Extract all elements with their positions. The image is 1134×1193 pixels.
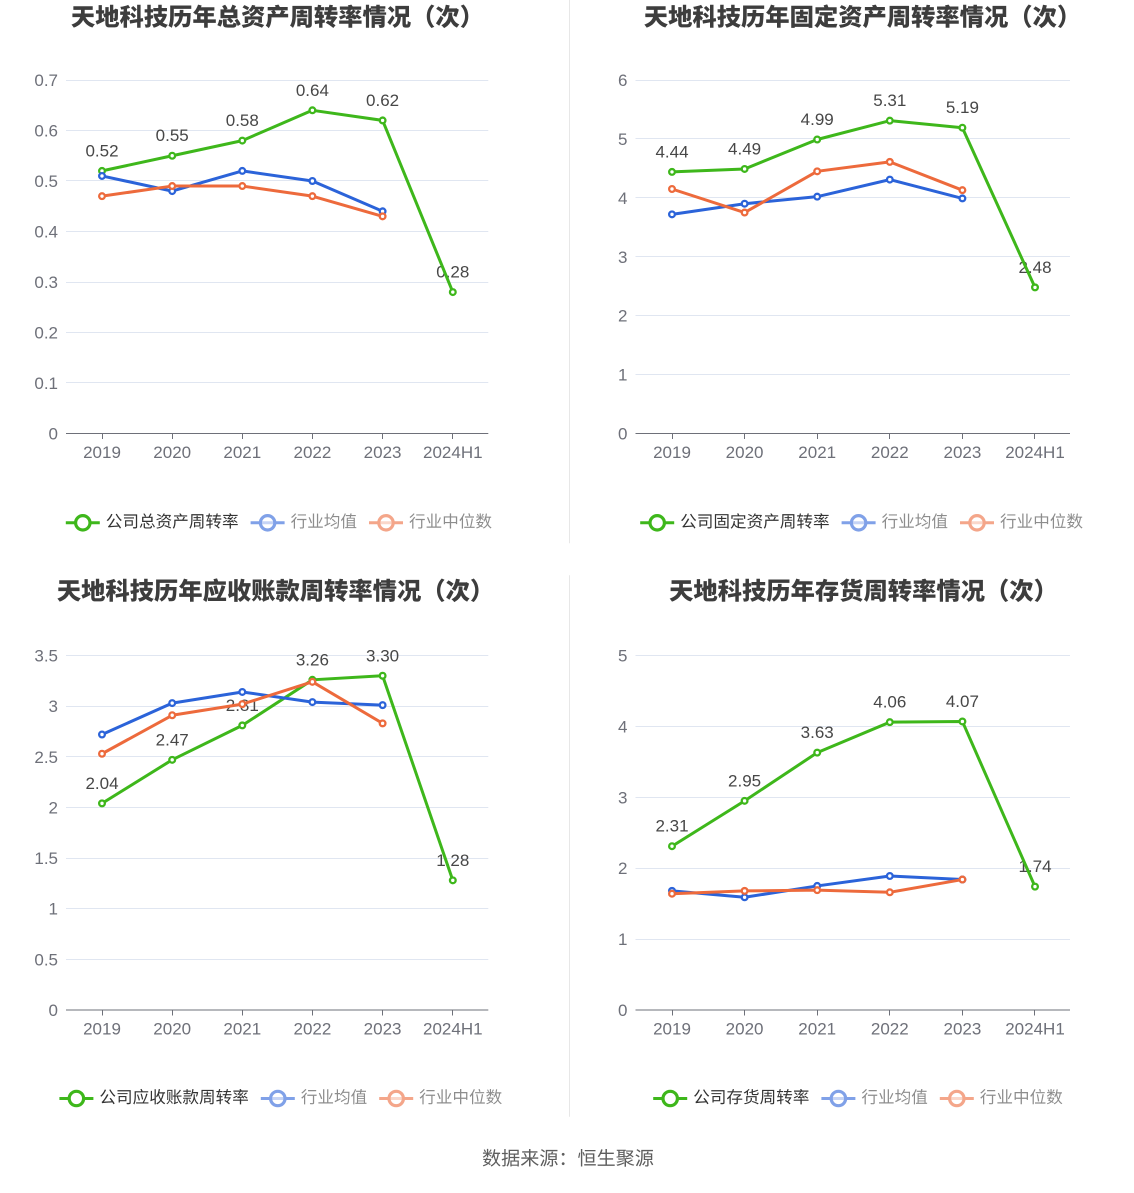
svg-text:3.63: 3.63 xyxy=(801,723,834,742)
svg-text:0.2: 0.2 xyxy=(34,324,58,343)
svg-text:2021: 2021 xyxy=(223,1020,261,1039)
svg-text:0.7: 0.7 xyxy=(34,71,58,90)
svg-text:0.6: 0.6 xyxy=(34,122,58,141)
svg-text:2: 2 xyxy=(618,859,627,878)
svg-text:0.58: 0.58 xyxy=(226,111,259,130)
svg-text:1.28: 1.28 xyxy=(436,851,469,870)
svg-text:0.64: 0.64 xyxy=(296,81,329,100)
svg-text:2019: 2019 xyxy=(83,443,121,462)
svg-text:2020: 2020 xyxy=(726,1020,764,1039)
svg-text:2.31: 2.31 xyxy=(655,817,688,836)
svg-text:2019: 2019 xyxy=(653,1020,691,1039)
svg-text:2020: 2020 xyxy=(153,1020,191,1039)
svg-text:0.4: 0.4 xyxy=(34,223,58,242)
svg-text:2022: 2022 xyxy=(871,443,909,462)
svg-text:3: 3 xyxy=(618,248,627,267)
svg-text:2.04: 2.04 xyxy=(85,774,118,793)
svg-text:2.47: 2.47 xyxy=(156,730,189,749)
svg-text:2019: 2019 xyxy=(83,1020,121,1039)
svg-text:2023: 2023 xyxy=(364,443,402,462)
svg-text:4.07: 4.07 xyxy=(946,692,979,711)
svg-text:2023: 2023 xyxy=(943,443,981,462)
svg-text:4.06: 4.06 xyxy=(873,693,906,712)
svg-text:2021: 2021 xyxy=(223,443,261,462)
svg-text:2: 2 xyxy=(618,307,627,326)
svg-text:1: 1 xyxy=(49,900,58,919)
svg-text:5: 5 xyxy=(618,130,627,149)
svg-text:6: 6 xyxy=(618,71,627,90)
svg-text:2022: 2022 xyxy=(293,443,331,462)
svg-text:2.95: 2.95 xyxy=(728,771,761,790)
svg-text:0.28: 0.28 xyxy=(436,263,469,282)
svg-text:0: 0 xyxy=(618,1001,627,1020)
svg-text:2019: 2019 xyxy=(653,443,691,462)
svg-text:1: 1 xyxy=(618,930,627,949)
svg-text:3.30: 3.30 xyxy=(366,646,399,665)
svg-text:0: 0 xyxy=(49,1001,58,1020)
svg-text:2023: 2023 xyxy=(364,1020,402,1039)
svg-text:0.3: 0.3 xyxy=(34,273,58,292)
svg-text:2023: 2023 xyxy=(943,1020,981,1039)
svg-text:5: 5 xyxy=(618,647,627,666)
svg-text:0.62: 0.62 xyxy=(366,91,399,110)
svg-text:1.5: 1.5 xyxy=(34,849,58,868)
svg-text:0.1: 0.1 xyxy=(34,374,58,393)
svg-text:2024H1: 2024H1 xyxy=(423,1020,483,1039)
svg-text:3: 3 xyxy=(49,697,58,716)
svg-text:2024H1: 2024H1 xyxy=(1005,1020,1065,1039)
svg-text:0: 0 xyxy=(49,425,58,444)
svg-text:0: 0 xyxy=(618,425,627,444)
svg-text:2024H1: 2024H1 xyxy=(423,443,483,462)
svg-text:2022: 2022 xyxy=(871,1020,909,1039)
svg-text:2021: 2021 xyxy=(798,1020,836,1039)
svg-text:0.55: 0.55 xyxy=(156,126,189,145)
svg-text:2.5: 2.5 xyxy=(34,748,58,767)
svg-text:0.5: 0.5 xyxy=(34,172,58,191)
svg-text:2020: 2020 xyxy=(153,443,191,462)
svg-text:1: 1 xyxy=(618,366,627,385)
svg-text:3: 3 xyxy=(618,788,627,807)
svg-text:4.99: 4.99 xyxy=(801,110,834,129)
svg-text:4.49: 4.49 xyxy=(728,140,761,159)
svg-text:4.44: 4.44 xyxy=(655,142,688,161)
svg-text:3.5: 3.5 xyxy=(34,647,58,666)
svg-text:3.26: 3.26 xyxy=(296,650,329,669)
svg-text:4: 4 xyxy=(618,189,627,208)
svg-text:5.31: 5.31 xyxy=(873,91,906,110)
svg-text:2020: 2020 xyxy=(726,443,764,462)
svg-text:0.5: 0.5 xyxy=(34,950,58,969)
svg-text:2022: 2022 xyxy=(293,1020,331,1039)
svg-text:5.19: 5.19 xyxy=(946,98,979,117)
svg-text:2024H1: 2024H1 xyxy=(1005,443,1065,462)
svg-text:2: 2 xyxy=(49,798,58,817)
svg-text:2021: 2021 xyxy=(798,443,836,462)
svg-text:4: 4 xyxy=(618,717,627,736)
svg-text:0.52: 0.52 xyxy=(85,141,118,160)
